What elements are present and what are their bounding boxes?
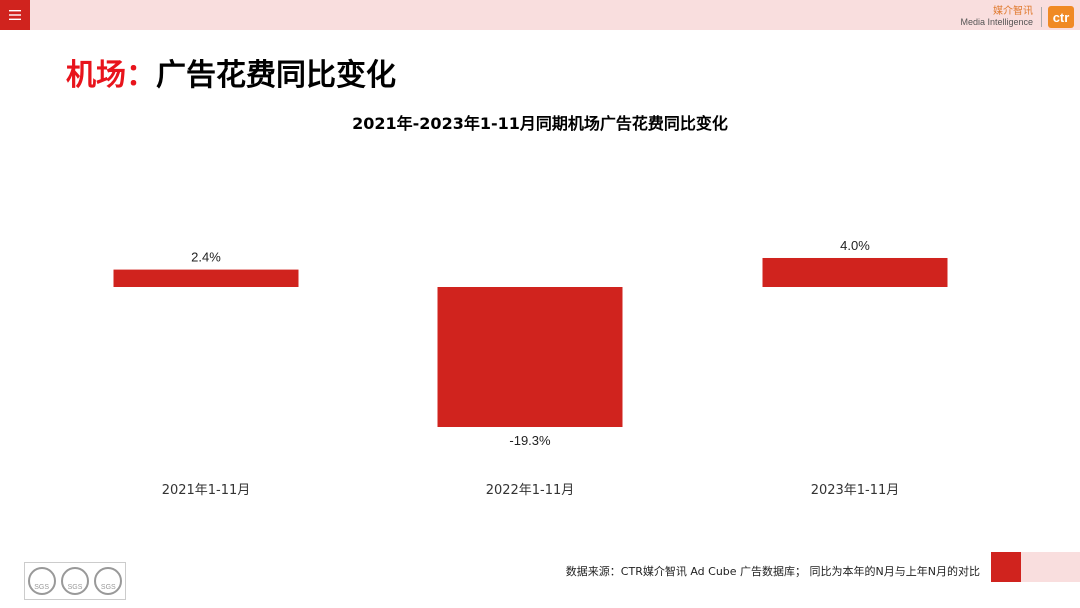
menu-button[interactable] — [0, 0, 30, 30]
category-label-1: 2021年1-11月 — [162, 483, 251, 498]
footer-pink-block — [1021, 552, 1080, 582]
category-label-2: 2022年1-11月 — [486, 483, 575, 498]
sgs-badge-icon: SGS — [27, 567, 56, 595]
page-title-highlight: 机场： — [66, 58, 156, 93]
bar-3 — [762, 257, 948, 287]
chart-title: 2021年-2023年1-11月同期机场广告花费同比变化 — [352, 114, 728, 133]
footer-red-block — [991, 552, 1021, 582]
logo-mark: ctr — [1048, 6, 1074, 28]
sgs-badge-icon: SGS — [60, 567, 89, 595]
logo-en-text: Media Intelligence — [960, 17, 1033, 27]
data-label-3: 4.0% — [840, 238, 870, 253]
page-title-rest: 广告花费同比变化 — [156, 58, 396, 93]
logo-divider — [1041, 7, 1042, 27]
top-bar — [0, 0, 1080, 30]
data-label-1: 2.4% — [191, 250, 221, 265]
ctr-logo: 媒介智讯 Media Intelligence ctr — [960, 4, 1074, 30]
sgs-certification-badges: SGS SGS SGS — [24, 562, 126, 600]
bar-2 — [437, 287, 623, 427]
page-title: 机场：广告花费同比变化 — [66, 50, 396, 94]
data-label-2: -19.3% — [509, 433, 551, 448]
bar-1 — [113, 269, 299, 287]
sgs-badge-icon: SGS — [94, 567, 123, 595]
menu-icon — [9, 10, 21, 20]
data-source-note: 数据来源：CTR媒介智讯 Ad Cube 广告数据库； 同比为本年的N月与上年N… — [565, 565, 980, 578]
bar-chart: 2.4% 2021年1-11月 -19.3% 2022年1-11月 4.0% 2023年1… — [113, 238, 948, 498]
logo-cn-text: 媒介智讯 — [993, 6, 1033, 17]
category-label-3: 2023年1-11月 — [811, 483, 900, 498]
